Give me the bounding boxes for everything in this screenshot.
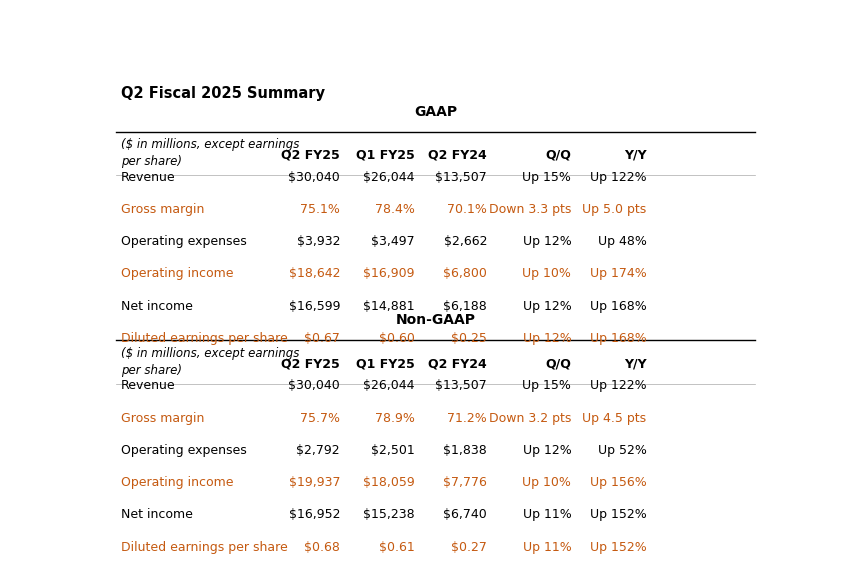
Text: 78.4%: 78.4% xyxy=(375,203,415,216)
Text: per share): per share) xyxy=(121,364,182,377)
Text: Up 5.0 pts: Up 5.0 pts xyxy=(582,203,646,216)
Text: Q2 Fiscal 2025 Summary: Q2 Fiscal 2025 Summary xyxy=(121,86,325,100)
Text: Q2 FY24: Q2 FY24 xyxy=(428,149,487,161)
Text: Operating income: Operating income xyxy=(121,267,233,281)
Text: Operating expenses: Operating expenses xyxy=(121,235,246,248)
Text: Operating income: Operating income xyxy=(121,476,233,489)
Text: $26,044: $26,044 xyxy=(363,379,415,392)
Text: $0.25: $0.25 xyxy=(451,332,487,345)
Text: $26,044: $26,044 xyxy=(363,170,415,184)
Text: Up 4.5 pts: Up 4.5 pts xyxy=(582,412,646,425)
Text: $2,501: $2,501 xyxy=(371,444,415,457)
Text: $6,800: $6,800 xyxy=(443,267,487,281)
Text: Up 174%: Up 174% xyxy=(590,267,646,281)
Text: Q2 FY24: Q2 FY24 xyxy=(428,357,487,370)
Text: Up 12%: Up 12% xyxy=(523,235,571,248)
Text: Diluted earnings per share: Diluted earnings per share xyxy=(121,332,287,345)
Text: $6,188: $6,188 xyxy=(443,300,487,313)
Text: $2,792: $2,792 xyxy=(297,444,340,457)
Text: $3,497: $3,497 xyxy=(371,235,415,248)
Text: ($ in millions, except earnings: ($ in millions, except earnings xyxy=(121,138,299,152)
Text: $13,507: $13,507 xyxy=(435,379,487,392)
Text: $0.61: $0.61 xyxy=(379,541,415,553)
Text: $18,642: $18,642 xyxy=(289,267,340,281)
Text: Revenue: Revenue xyxy=(121,379,175,392)
Text: Up 11%: Up 11% xyxy=(523,541,571,553)
Text: $7,776: $7,776 xyxy=(443,476,487,489)
Text: GAAP: GAAP xyxy=(414,105,457,119)
Text: Up 15%: Up 15% xyxy=(523,170,571,184)
Text: $19,937: $19,937 xyxy=(289,476,340,489)
Text: Up 12%: Up 12% xyxy=(523,332,571,345)
Text: Up 10%: Up 10% xyxy=(523,476,571,489)
Text: $3,932: $3,932 xyxy=(297,235,340,248)
Text: 78.9%: 78.9% xyxy=(375,412,415,425)
Text: Q2 FY25: Q2 FY25 xyxy=(281,149,340,161)
Text: 70.1%: 70.1% xyxy=(447,203,487,216)
Text: Up 10%: Up 10% xyxy=(523,267,571,281)
Text: Revenue: Revenue xyxy=(121,170,175,184)
Text: $6,740: $6,740 xyxy=(443,509,487,521)
Text: Up 168%: Up 168% xyxy=(590,332,646,345)
Text: Up 122%: Up 122% xyxy=(590,379,646,392)
Text: Up 11%: Up 11% xyxy=(523,509,571,521)
Text: 75.1%: 75.1% xyxy=(300,203,340,216)
Text: Non-GAAP: Non-GAAP xyxy=(395,313,476,327)
Text: 71.2%: 71.2% xyxy=(447,412,487,425)
Text: Up 12%: Up 12% xyxy=(523,300,571,313)
Text: $14,881: $14,881 xyxy=(363,300,415,313)
Text: $13,507: $13,507 xyxy=(435,170,487,184)
Text: Q1 FY25: Q1 FY25 xyxy=(356,149,415,161)
Text: Up 15%: Up 15% xyxy=(523,379,571,392)
Text: ($ in millions, except earnings: ($ in millions, except earnings xyxy=(121,347,299,360)
Text: Q/Q: Q/Q xyxy=(546,357,571,370)
Text: Down 3.2 pts: Down 3.2 pts xyxy=(489,412,571,425)
Text: $0.27: $0.27 xyxy=(451,541,487,553)
Text: Up 152%: Up 152% xyxy=(590,541,646,553)
Text: Up 52%: Up 52% xyxy=(598,444,646,457)
Text: 75.7%: 75.7% xyxy=(300,412,340,425)
Text: per share): per share) xyxy=(121,155,182,168)
Text: $15,238: $15,238 xyxy=(363,509,415,521)
Text: $30,040: $30,040 xyxy=(288,170,340,184)
Text: Up 152%: Up 152% xyxy=(590,509,646,521)
Text: $0.68: $0.68 xyxy=(304,541,340,553)
Text: Diluted earnings per share: Diluted earnings per share xyxy=(121,541,287,553)
Text: Net income: Net income xyxy=(121,300,193,313)
Text: Down 3.3 pts: Down 3.3 pts xyxy=(489,203,571,216)
Text: $2,662: $2,662 xyxy=(444,235,487,248)
Text: Q1 FY25: Q1 FY25 xyxy=(356,357,415,370)
Text: Y/Y: Y/Y xyxy=(624,149,646,161)
Text: Operating expenses: Operating expenses xyxy=(121,444,246,457)
Text: Up 12%: Up 12% xyxy=(523,444,571,457)
Text: Up 168%: Up 168% xyxy=(590,300,646,313)
Text: Q2 FY25: Q2 FY25 xyxy=(281,357,340,370)
Text: Net income: Net income xyxy=(121,509,193,521)
Text: $0.60: $0.60 xyxy=(378,332,415,345)
Text: Up 48%: Up 48% xyxy=(598,235,646,248)
Text: $16,909: $16,909 xyxy=(363,267,415,281)
Text: $16,599: $16,599 xyxy=(289,300,340,313)
Text: $16,952: $16,952 xyxy=(289,509,340,521)
Text: Y/Y: Y/Y xyxy=(624,357,646,370)
Text: $30,040: $30,040 xyxy=(288,379,340,392)
Text: Up 122%: Up 122% xyxy=(590,170,646,184)
Text: $0.67: $0.67 xyxy=(304,332,340,345)
Text: $1,838: $1,838 xyxy=(443,444,487,457)
Text: $18,059: $18,059 xyxy=(363,476,415,489)
Text: Gross margin: Gross margin xyxy=(121,203,204,216)
Text: Up 156%: Up 156% xyxy=(590,476,646,489)
Text: Gross margin: Gross margin xyxy=(121,412,204,425)
Text: Q/Q: Q/Q xyxy=(546,149,571,161)
